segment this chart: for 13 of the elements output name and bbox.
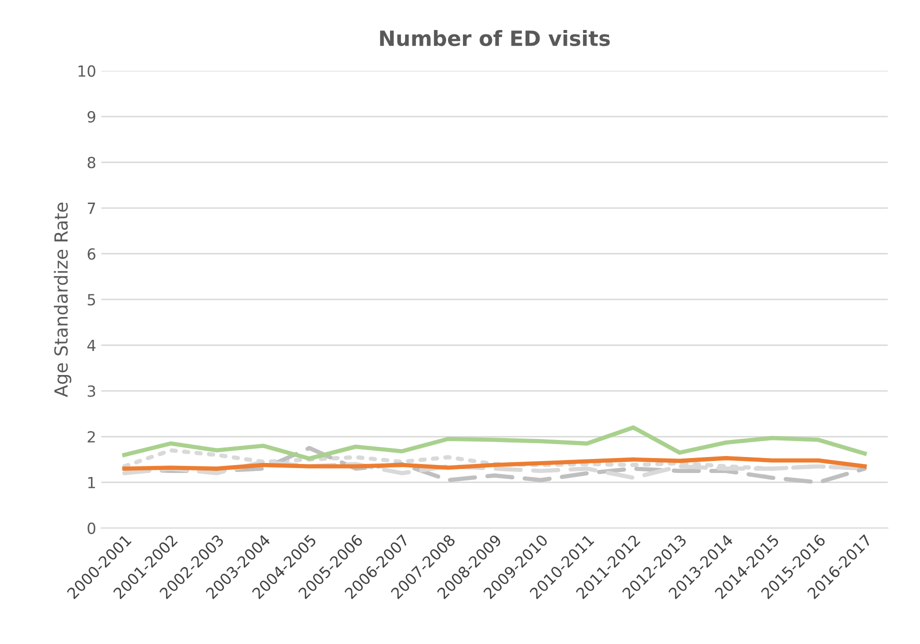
y-tick-label: 10 <box>78 65 96 77</box>
y-tick-label: 8 <box>88 156 96 168</box>
y-tick-label: 5 <box>88 294 96 306</box>
y-axis-title: Age Standardize Rate <box>54 202 72 398</box>
y-tick-label: 1 <box>88 477 95 488</box>
y-tick-label: 4 <box>87 340 96 351</box>
y-tick-label: 2 <box>88 431 95 442</box>
y-tick-label: 7 <box>88 202 96 214</box>
chart-title: Number of ED visits <box>380 30 610 46</box>
y-tick-label: 3 <box>88 385 96 397</box>
y-tick-label: 6 <box>88 248 96 260</box>
y-tick-label: 0 <box>88 522 96 534</box>
y-tick-label: 9 <box>88 111 96 123</box>
